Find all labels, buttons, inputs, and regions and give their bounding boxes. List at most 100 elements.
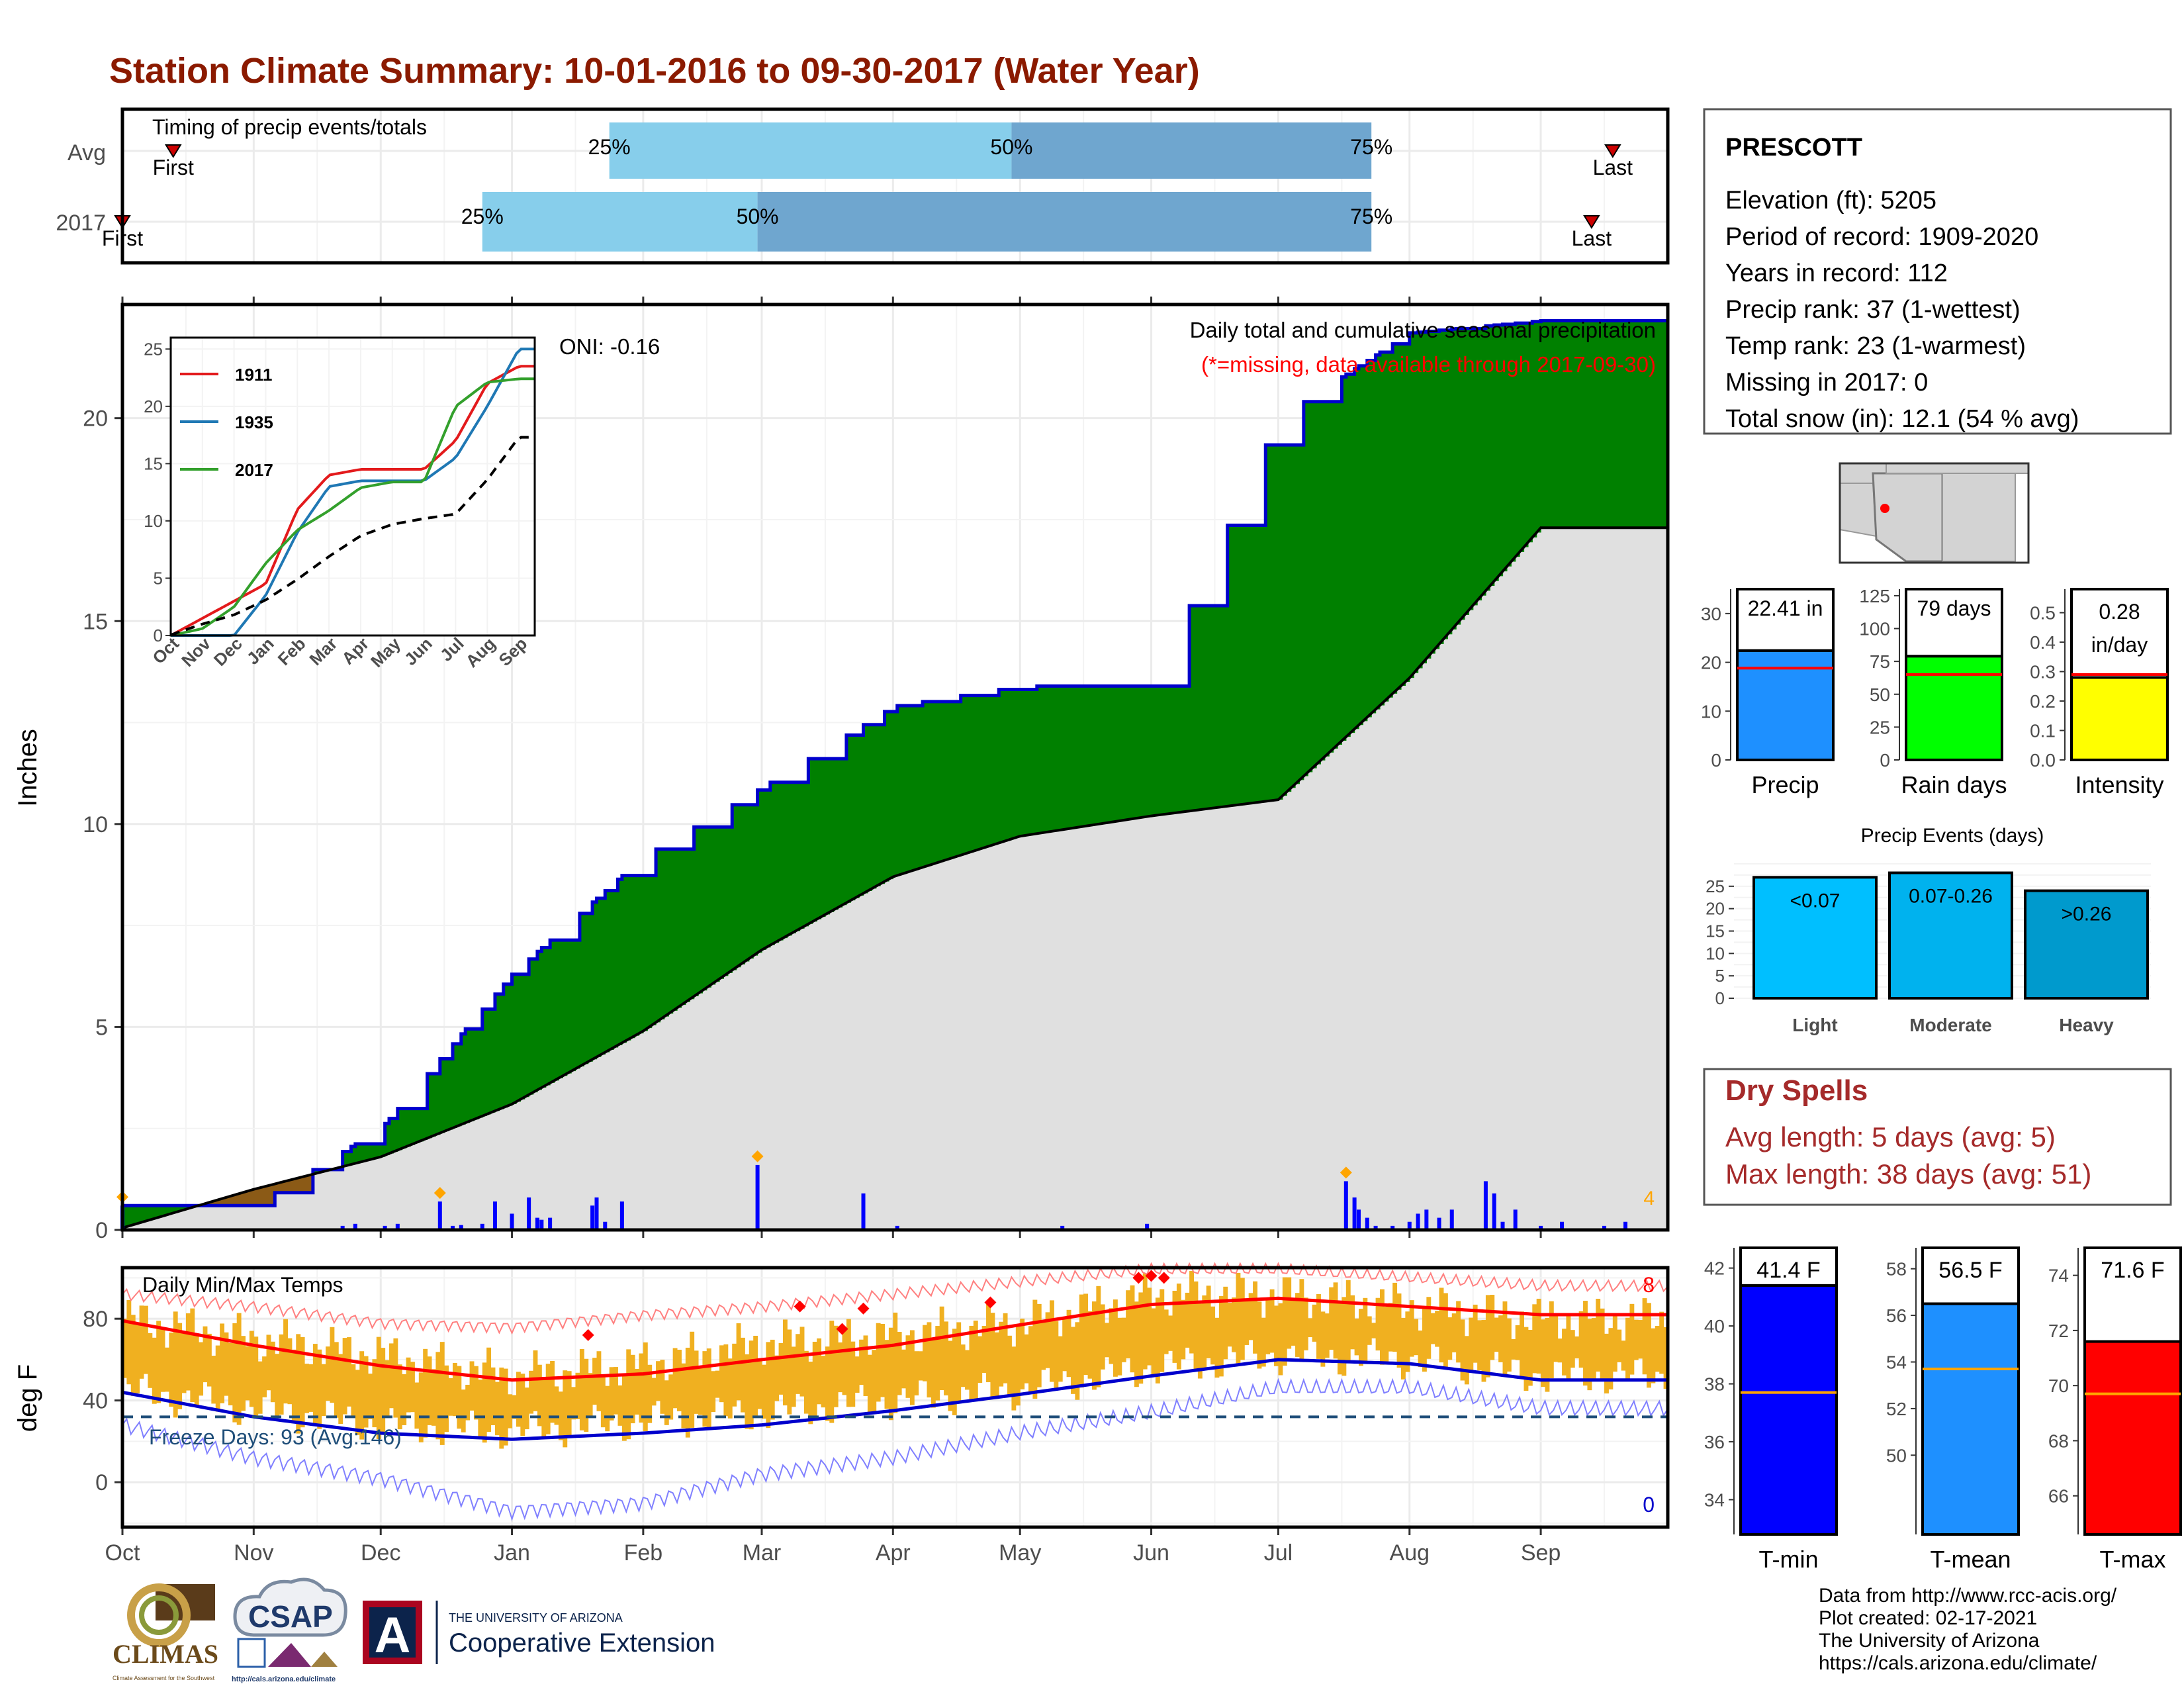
daily-temp-range-bar — [533, 1350, 538, 1411]
daily-temp-range-bar — [1617, 1329, 1622, 1362]
station-lines: Elevation (ft): 5205 Period of record: 19… — [1725, 187, 2079, 433]
daily-temp-range-bar — [1400, 1317, 1406, 1380]
daily-temp-range-bar — [1079, 1294, 1084, 1388]
daily-temp-range-bar — [342, 1338, 347, 1415]
precip-event-bar-label: >0.26 — [2062, 904, 2112, 925]
month-tick-label: Jul — [1264, 1540, 1293, 1566]
daily-precip-bar — [603, 1221, 608, 1230]
precip-event-bar-label: <0.07 — [1790, 890, 1841, 912]
daily-temp-range-bar — [1477, 1320, 1482, 1371]
precip-y-tick-label: 0 — [95, 1218, 108, 1243]
daily-temp-range-bar — [702, 1351, 707, 1427]
daily-precip-bar — [1343, 1181, 1348, 1230]
daily-temp-range-bar — [1236, 1272, 1241, 1364]
footer-line: The University of Arizona — [1819, 1630, 2040, 1652]
daily-temp-range-bar — [863, 1335, 868, 1396]
record-max-marker — [794, 1300, 806, 1313]
daily-temp-range-bar — [1036, 1303, 1042, 1387]
daily-temp-range-bar — [490, 1367, 496, 1425]
daily-precip-bar — [1407, 1221, 1412, 1230]
daily-temp-range-bar — [321, 1364, 326, 1417]
daily-temp-range-bar — [393, 1338, 398, 1418]
daily-temp-range-bar — [639, 1353, 644, 1423]
daily-temp-range-bar — [833, 1325, 839, 1407]
timing-q25-label: 25% — [461, 205, 504, 228]
daily-temp-range-bar — [185, 1313, 191, 1391]
daily-temp-range-bar — [1138, 1292, 1144, 1384]
daily-temp-range-bar — [1549, 1301, 1554, 1379]
station-info-line: Years in record: 112 — [1725, 259, 1948, 287]
daily-temp-range-bar — [139, 1305, 144, 1379]
daily-temp-range-bar — [1384, 1306, 1389, 1363]
ua-logo-inner — [369, 1607, 416, 1658]
daily-temp-range-bar — [287, 1338, 293, 1405]
daily-temp-range-bar — [571, 1387, 576, 1420]
daily-temp-range-bar — [122, 1319, 127, 1378]
daily-temp-range-bar — [1172, 1290, 1177, 1363]
temp-summary-label-box — [1739, 1246, 1838, 1287]
temp-summary-tick-label: 38 — [1704, 1374, 1725, 1395]
csap-cloud-icon — [233, 1577, 347, 1637]
temp-summary-tick-label: 70 — [2048, 1376, 2069, 1396]
summary-bar-tick-label: 0.3 — [2030, 662, 2056, 682]
daily-temp-range-bar — [402, 1374, 407, 1425]
daily-temp-range-bar — [1066, 1309, 1071, 1378]
daily-temp-range-bar — [469, 1361, 475, 1411]
summary-bar-value: 0.28 — [2099, 600, 2140, 624]
temp-y-tick-label: 80 — [83, 1307, 108, 1332]
daily-temp-range-bar — [215, 1345, 220, 1412]
record-max-marker — [582, 1329, 594, 1341]
timing-last-marker — [1583, 215, 1600, 229]
daily-temp-range-bar — [372, 1359, 377, 1428]
daily-precip-bar — [1623, 1221, 1628, 1230]
daily-temp-range-bar — [1460, 1319, 1465, 1381]
daily-temp-range-bar — [727, 1358, 733, 1419]
daily-temp-range-bar — [1050, 1300, 1054, 1382]
summary-bar-fill — [1905, 655, 2003, 762]
daily-temp-range-bar — [1316, 1293, 1321, 1359]
daily-temp-range-bar — [567, 1371, 572, 1436]
daily-temp-range-bar — [1113, 1299, 1118, 1377]
daily-temp-range-bar — [1320, 1311, 1326, 1367]
month-tick-label: Jun — [1133, 1540, 1169, 1566]
precip-event-bar — [1752, 876, 1878, 1000]
daily-temp-range-bar — [732, 1343, 737, 1407]
map-state-ca — [1839, 483, 1878, 538]
inset-legend-label: 2017 — [235, 460, 273, 480]
daily-temp-range-bar — [1524, 1327, 1529, 1391]
daily-temp-range-bar — [381, 1348, 386, 1435]
daily-temp-range-bar — [554, 1386, 559, 1425]
inset-background — [171, 338, 535, 635]
ua-logo: A THE UNIVERSITY OF ARIZONA Cooperative … — [363, 1601, 715, 1664]
daily-temp-range-bar — [1168, 1315, 1173, 1351]
temp-summary-category: T-max — [2099, 1546, 2165, 1573]
daily-temp-range-bar — [190, 1308, 195, 1403]
summary-bar-tick-label: 0.4 — [2030, 632, 2056, 653]
daily-temp-range-bar — [266, 1335, 271, 1391]
daily-temp-range-bar — [876, 1323, 881, 1402]
daily-temp-range-bar — [385, 1360, 390, 1417]
temp-summary-label-box — [2083, 1246, 2182, 1343]
daily-temp-range-bar — [1451, 1313, 1457, 1352]
temp-summary-tick-label: 72 — [2048, 1321, 2069, 1341]
temp-summary-tick-label: 50 — [1886, 1445, 1907, 1466]
daily-temp-range-bar — [330, 1327, 335, 1403]
map-frame — [1839, 462, 2030, 564]
daily-temp-range-bar — [1502, 1301, 1508, 1375]
temp-panel-label: Daily Min/Max Temps — [142, 1273, 343, 1297]
daily-temp-range-bar — [1371, 1323, 1377, 1338]
daily-temp-range-bar — [1587, 1319, 1592, 1391]
daily-temp-range-bar — [1485, 1295, 1490, 1378]
month-tick-label: Apr — [876, 1540, 911, 1566]
timing-last-label: Last — [1572, 226, 1612, 250]
precip-y-axis: 0 5 10 15 20 — [83, 406, 122, 1243]
summary-bar-tick-label: 0.2 — [2030, 691, 2056, 712]
daily-temp-range-bar — [206, 1333, 212, 1387]
daily-precip-bar — [1602, 1225, 1607, 1230]
summary-bar-value-unit: in/day — [2091, 633, 2148, 657]
daily-temp-range-bar — [1248, 1293, 1253, 1340]
inset-y-tick-label: 10 — [144, 511, 163, 531]
daily-temp-range-bar — [296, 1334, 301, 1434]
daily-temp-range-bar — [317, 1349, 322, 1429]
daily-temp-range-bar — [1253, 1281, 1257, 1354]
